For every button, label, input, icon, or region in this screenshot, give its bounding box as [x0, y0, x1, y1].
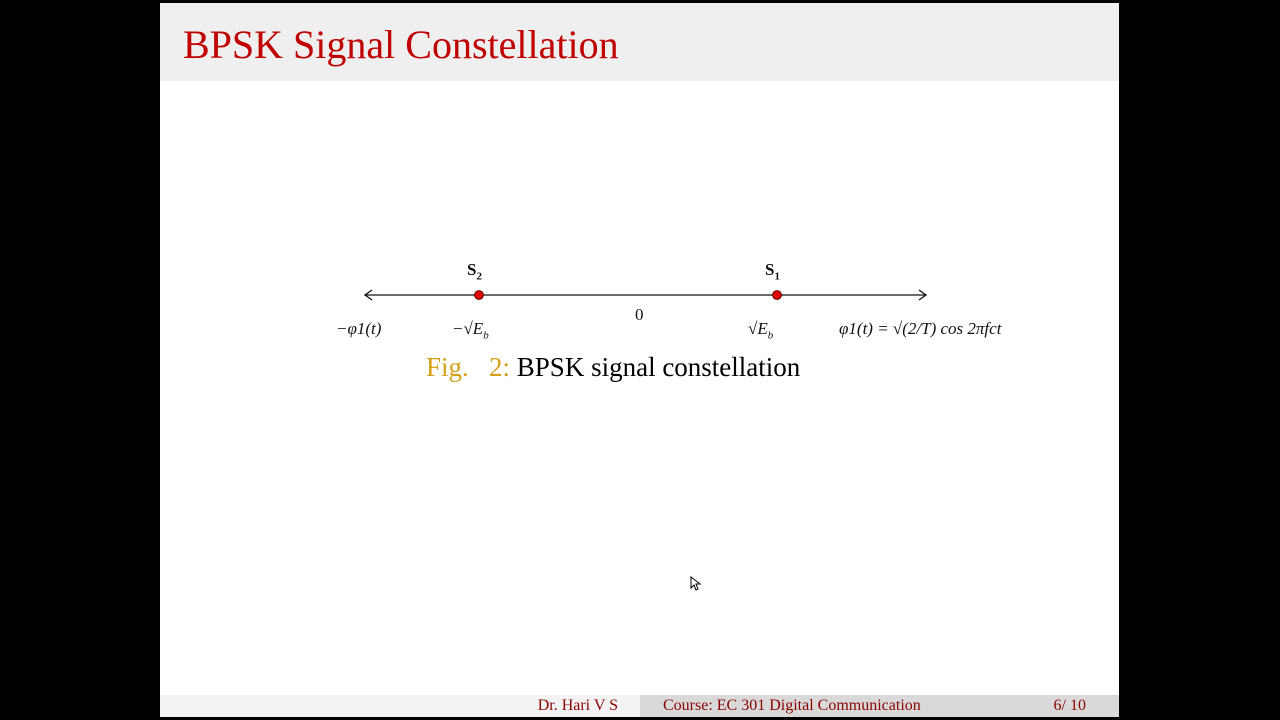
- footer-course: Course: EC 301 Digital Communication: [663, 697, 921, 714]
- slide-title: BPSK Signal Constellation: [183, 22, 619, 67]
- neg-phi-label: −φ1(t): [336, 319, 382, 338]
- footer: Dr. Hari V S Course: EC 301 Digital Comm…: [160, 695, 1119, 717]
- neg-sqrt-eb-label: −√Eb: [452, 319, 489, 342]
- footer-author: Dr. Hari V S: [537, 697, 618, 714]
- origin-label: 0: [635, 305, 644, 324]
- left-arrowhead: [363, 289, 373, 301]
- mouse-cursor-icon: [690, 576, 702, 591]
- slide: BPSK Signal Constellation S2 S1 −φ1(t) −…: [160, 3, 1119, 717]
- footer-page-number: 6/ 10: [1053, 697, 1086, 714]
- s2-label: S2: [467, 260, 482, 283]
- title-bar: BPSK Signal Constellation: [160, 3, 1119, 81]
- caption-text: BPSK signal constellation: [516, 352, 801, 382]
- phi-definition-label: φ1(t) = √(2/T) cos 2πfct: [839, 319, 1002, 338]
- point-s2: [474, 290, 484, 300]
- right-arrowhead: [918, 289, 928, 301]
- footer-left: Dr. Hari V S: [160, 695, 640, 717]
- sqrt-eb-label: √Eb: [748, 319, 774, 342]
- footer-right: Course: EC 301 Digital Communication 6/ …: [640, 695, 1119, 717]
- figure-number: Fig. 2:: [426, 352, 511, 382]
- figure-caption: Fig. 2: BPSK signal constellation: [426, 352, 800, 383]
- s1-label: S1: [765, 260, 780, 283]
- point-s1: [772, 290, 782, 300]
- constellation-diagram: [363, 289, 928, 301]
